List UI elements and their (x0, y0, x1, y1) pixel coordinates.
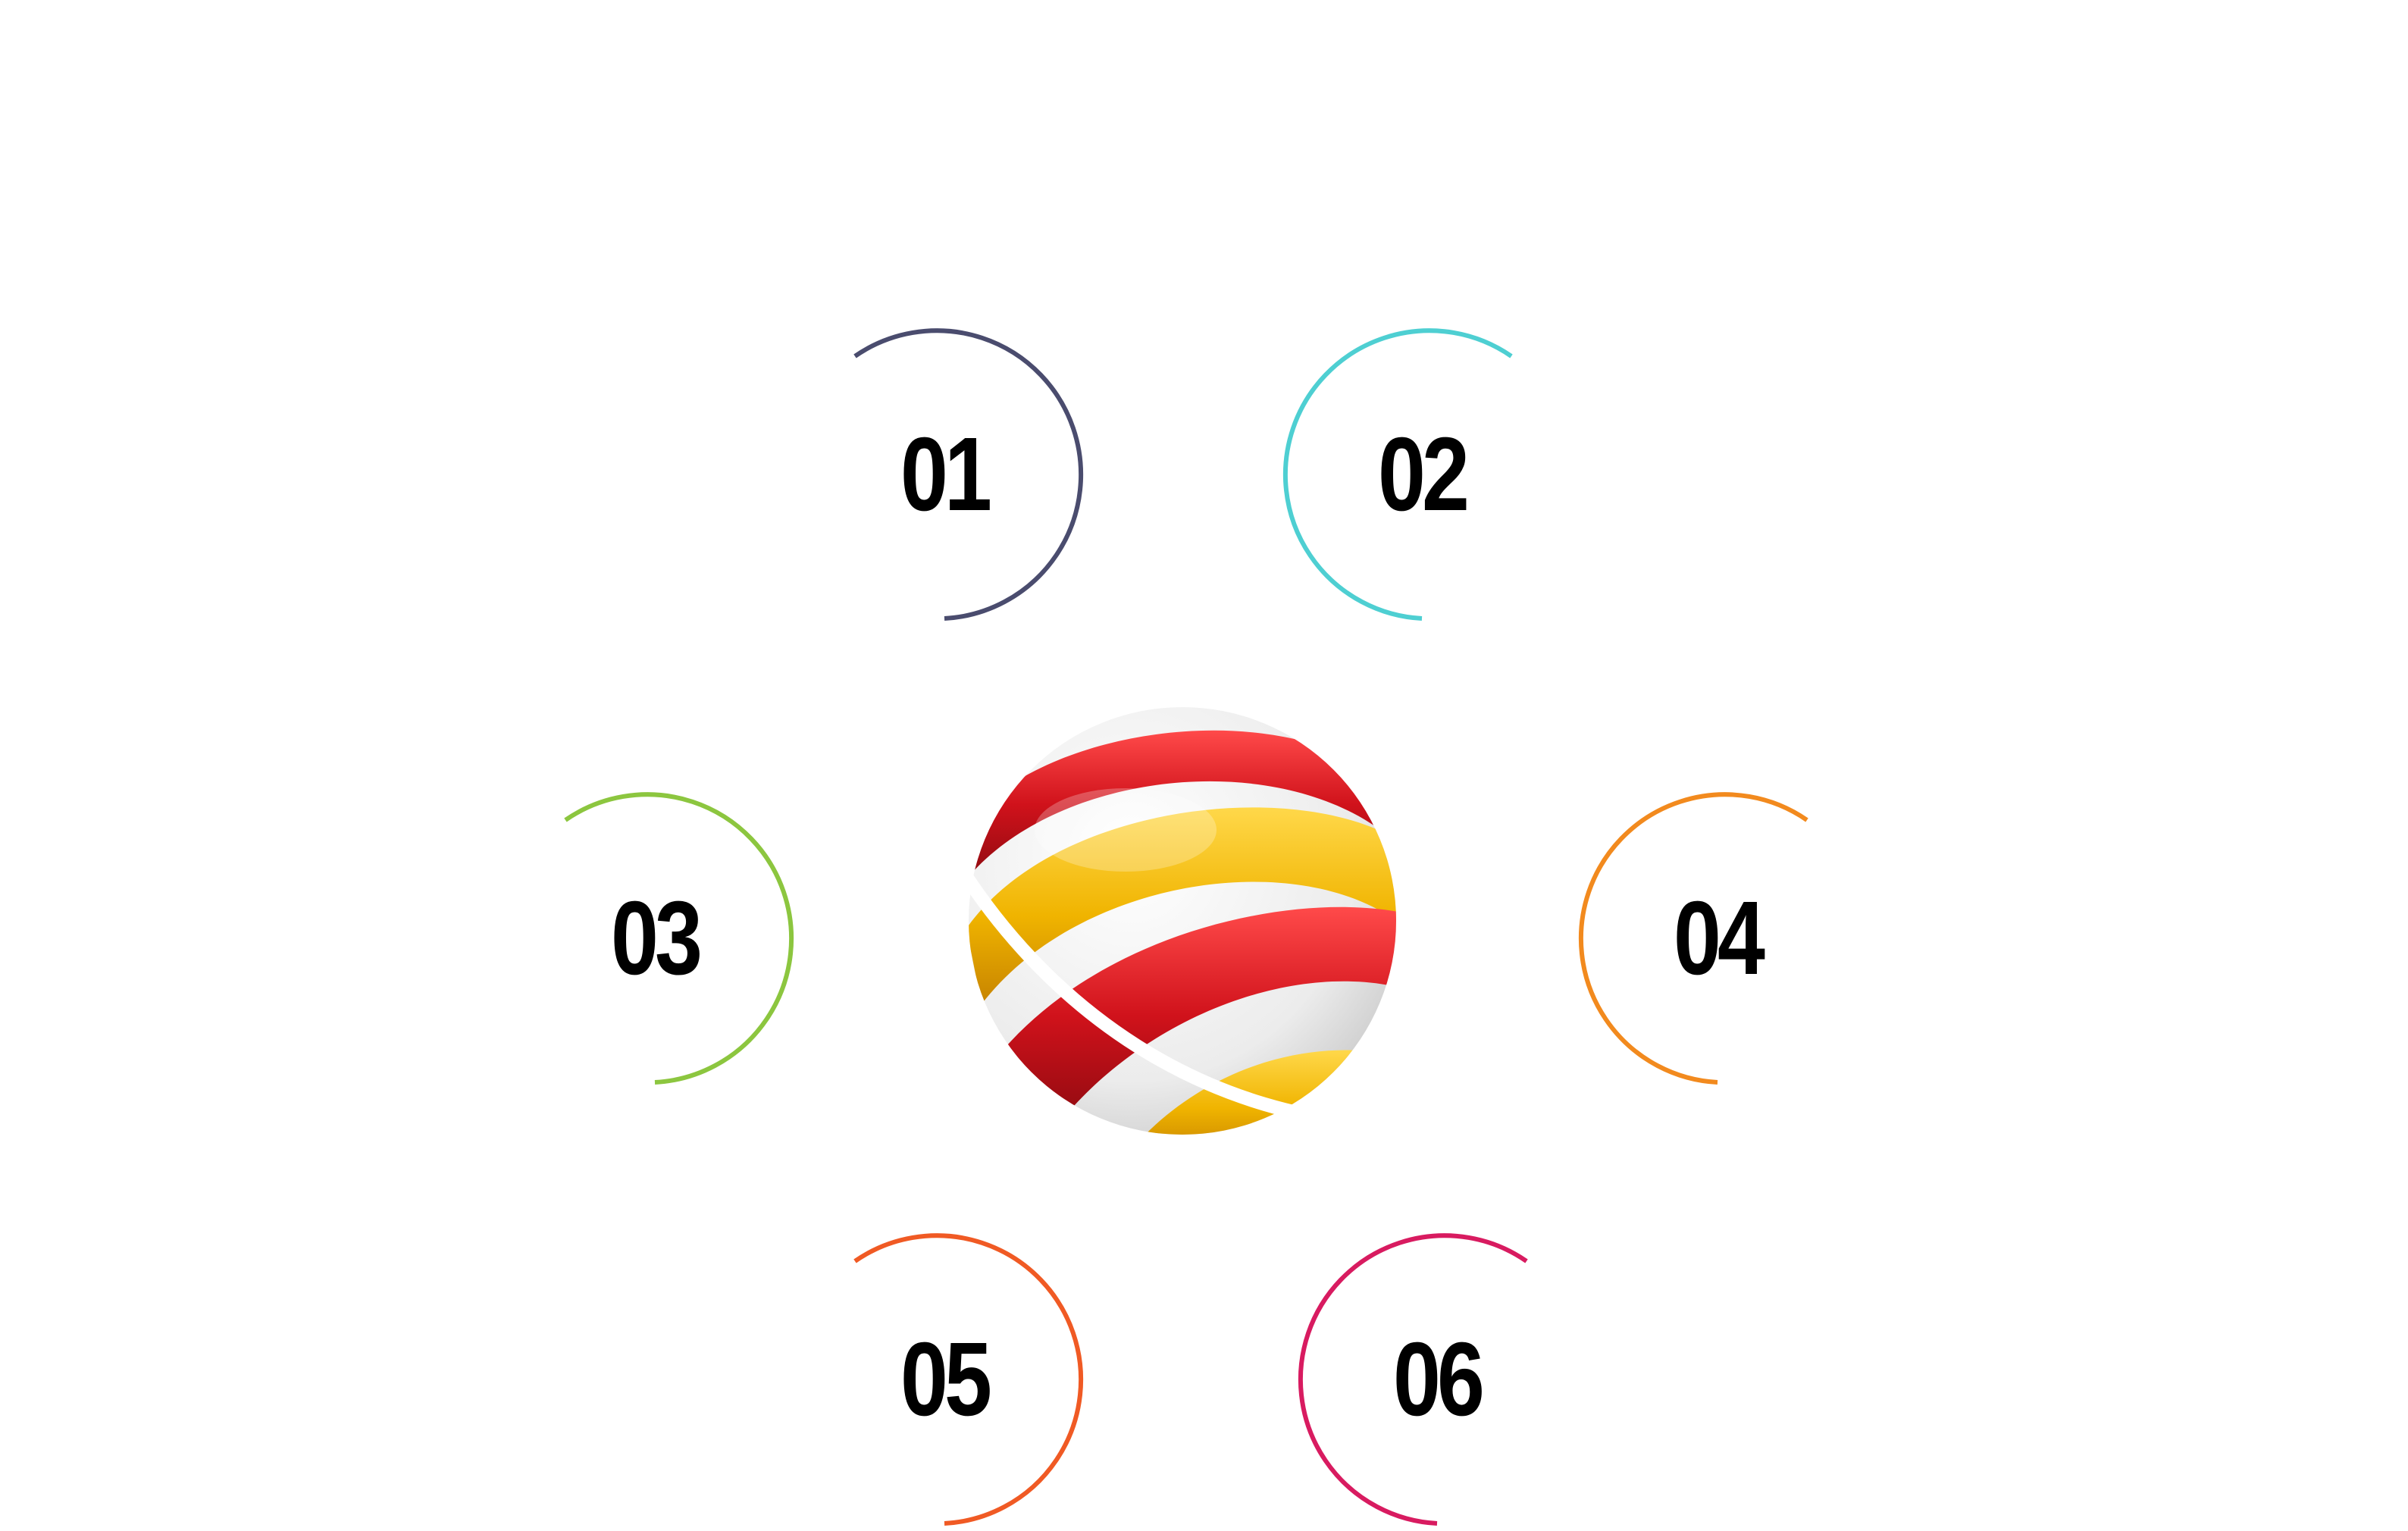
step-number: 06 (1392, 1320, 1485, 1438)
step-node-05: 05 (793, 1228, 1096, 1531)
step-node-01: 01 (793, 323, 1096, 626)
ring-arc (1578, 792, 1808, 1085)
step-ring-05 (853, 1233, 1084, 1526)
ring-arc (564, 792, 794, 1085)
step-ring-02 (1282, 328, 1513, 621)
step-ring-03 (564, 792, 794, 1085)
step-number: 02 (1377, 415, 1470, 533)
step-number: 04 (1673, 879, 1765, 997)
step-node-02: 02 (1270, 323, 1573, 626)
ring-arc (853, 328, 1084, 621)
striped-globe-icon (945, 701, 1414, 1141)
ring-arc (1298, 1233, 1528, 1526)
step-ring-06 (1298, 1233, 1528, 1526)
ring-arc (853, 1233, 1084, 1526)
step-node-06: 06 (1285, 1228, 1589, 1531)
step-ring-01 (853, 328, 1084, 621)
step-node-04: 04 (1566, 787, 1869, 1090)
step-number: 05 (900, 1320, 992, 1438)
ring-arc (1282, 328, 1513, 621)
step-number: 03 (610, 879, 703, 997)
step-node-03: 03 (503, 787, 806, 1090)
step-ring-04 (1578, 792, 1808, 1085)
step-number: 01 (900, 415, 992, 533)
